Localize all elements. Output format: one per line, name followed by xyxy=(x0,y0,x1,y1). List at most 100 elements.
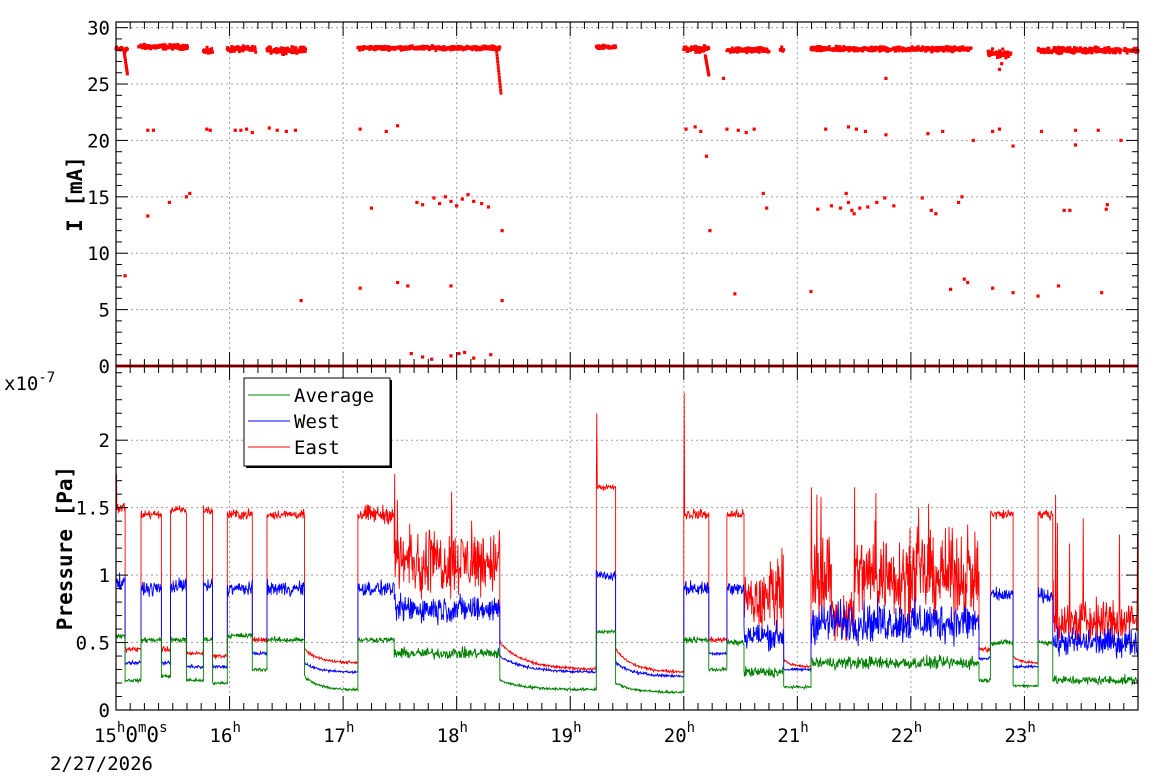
current-point xyxy=(846,125,851,129)
current-point xyxy=(186,45,190,49)
x-tick-hour: 18 xyxy=(437,725,460,747)
current-point xyxy=(251,44,255,48)
current-point xyxy=(841,48,845,52)
current-point xyxy=(144,44,148,48)
legend-box xyxy=(243,377,391,467)
current-point xyxy=(1056,284,1061,288)
current-point xyxy=(486,205,491,209)
current-point xyxy=(432,196,436,200)
current-point xyxy=(463,350,467,355)
current-point xyxy=(854,46,858,50)
current-point xyxy=(1068,46,1072,50)
current-point xyxy=(267,126,271,130)
current-point xyxy=(167,200,171,205)
current-point xyxy=(809,289,813,294)
current-point xyxy=(304,47,308,51)
current-point xyxy=(369,206,374,210)
current-point xyxy=(1043,51,1047,55)
current-point xyxy=(747,49,751,53)
current-point xyxy=(185,47,189,51)
current-point xyxy=(498,78,502,82)
current-point xyxy=(250,130,254,135)
time-x-axis: 15h0m0s 16h 17h 18h 19h 20h 21h 22h 23h xyxy=(94,22,1139,747)
current-point xyxy=(205,45,209,49)
current-point xyxy=(959,45,963,49)
current-segment xyxy=(225,44,258,54)
current-point xyxy=(1039,50,1043,54)
current-point xyxy=(226,46,230,50)
current-segment xyxy=(725,46,771,55)
current-point xyxy=(733,292,737,296)
x-tick-label: 22h xyxy=(891,720,922,747)
current-point xyxy=(208,128,212,132)
current-point xyxy=(730,46,734,50)
current-point xyxy=(290,51,294,55)
y-tick-label: 15 xyxy=(87,187,110,209)
current-point xyxy=(696,50,700,54)
current-point xyxy=(813,48,817,52)
pressure-line-west xyxy=(115,570,1139,679)
pressure-legend: Average West East xyxy=(243,377,392,468)
current-point xyxy=(1005,54,1009,58)
current-y-axis: 0 5 10 15 20 25 30 xyxy=(87,18,1138,378)
current-point xyxy=(1060,51,1064,55)
current-point xyxy=(757,50,761,54)
pressure-line-east xyxy=(115,392,1139,674)
current-point xyxy=(827,45,831,49)
current-point xyxy=(952,48,956,52)
x-tick-hour: 17 xyxy=(323,725,346,747)
current-point xyxy=(1125,51,1129,55)
x-tick-label: 18h xyxy=(437,720,468,747)
current-point xyxy=(498,82,502,86)
current-point xyxy=(908,49,912,53)
current-point xyxy=(897,45,901,49)
current-point xyxy=(602,46,606,50)
current-point xyxy=(123,274,127,278)
pressure-panel: 00.511.52 15h0m0s 16h 17h 18h 19h 20h 21h 22h 23… xyxy=(4,22,1139,775)
current-point xyxy=(863,129,868,134)
current-point xyxy=(240,46,244,50)
current-point xyxy=(929,208,933,212)
y-tick-label: 1 xyxy=(99,565,110,587)
current-drop xyxy=(122,48,129,76)
current-point xyxy=(1116,49,1120,53)
x-tick-label: 21h xyxy=(777,720,808,747)
current-point xyxy=(818,45,822,49)
current-panel: 0 5 10 15 20 25 30 I [mA] xyxy=(63,18,1140,378)
current-point xyxy=(269,46,273,50)
current-point xyxy=(181,43,185,47)
current-point xyxy=(125,68,129,72)
pressure-series xyxy=(115,392,1139,695)
current-segment xyxy=(137,42,190,51)
current-point xyxy=(986,49,990,53)
current-point xyxy=(1000,62,1004,66)
current-point xyxy=(496,60,500,64)
x-tick-hour: 21 xyxy=(777,725,800,747)
current-point xyxy=(945,45,949,49)
current-point xyxy=(280,46,284,50)
current-point xyxy=(490,44,494,48)
current-point xyxy=(734,46,738,50)
current-point xyxy=(991,47,995,51)
legend-entry: Average xyxy=(248,385,374,407)
current-point xyxy=(1119,138,1123,143)
current-point xyxy=(382,47,386,51)
current-point xyxy=(991,286,995,290)
current-point xyxy=(1133,49,1137,53)
current-point xyxy=(1007,54,1011,58)
x-tick-unit: h xyxy=(117,720,125,736)
current-point xyxy=(699,129,703,134)
current-point xyxy=(489,353,493,357)
x-tick-unit: h xyxy=(687,720,695,736)
current-point xyxy=(281,52,285,56)
y-tick-label: 0.5 xyxy=(76,633,110,655)
current-point xyxy=(275,128,279,132)
current-point xyxy=(892,204,896,208)
current-point xyxy=(269,51,273,55)
current-point xyxy=(818,47,822,51)
x-tick-hour: 16 xyxy=(210,725,233,747)
current-point xyxy=(491,47,495,51)
current-point xyxy=(916,45,920,49)
current-point xyxy=(816,207,820,211)
current-point xyxy=(767,49,771,53)
